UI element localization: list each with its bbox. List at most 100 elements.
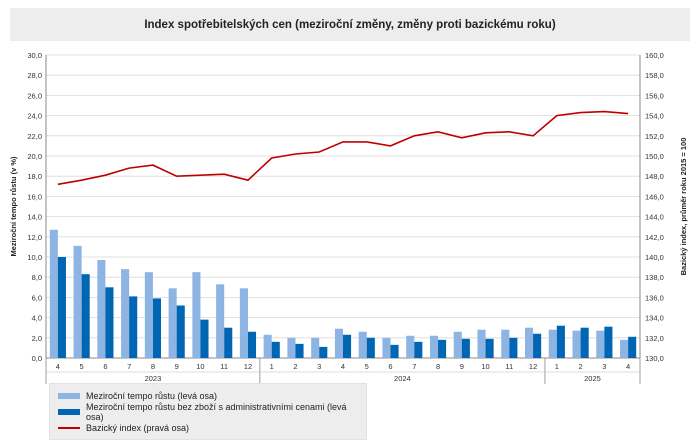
year-label: 2025 (584, 374, 601, 383)
x-tick-label: 8 (151, 362, 155, 371)
bar-total-22 (572, 330, 581, 358)
bar-core-21 (556, 325, 565, 358)
bar-total-16 (429, 335, 439, 358)
legend-label: Meziroční tempo růstu bez zboží s admini… (85, 402, 347, 422)
y-left-tick-label: 16,0 (27, 192, 42, 201)
y-left-tick-label: 0,0 (32, 354, 42, 363)
y-right-tick-label: 134,0 (645, 314, 664, 323)
x-tick-label: 6 (103, 362, 107, 371)
y-left-tick-label: 18,0 (27, 172, 42, 181)
x-tick-label: 1 (270, 362, 274, 371)
bar-core-11 (319, 346, 328, 358)
bar-total-11 (311, 337, 320, 358)
bar-core-20 (533, 333, 542, 358)
bar-core-24 (628, 336, 637, 358)
y-right-axis-title: Bazický index, průměr roku 2015 = 100 (679, 138, 688, 276)
y-right-tick-label: 132,0 (645, 334, 664, 343)
y-left-tick-label: 24,0 (27, 112, 42, 121)
y-right-tick-label: 146,0 (645, 192, 664, 201)
bar-total-4 (144, 272, 153, 358)
y-left-tick-label: 4,0 (32, 314, 42, 323)
y-left-tick-label: 2,0 (32, 334, 42, 343)
y-right-tick-label: 136,0 (645, 293, 664, 302)
x-tick-label: 2 (579, 362, 583, 371)
x-tick-label: 12 (529, 362, 537, 371)
bar-total-19 (501, 329, 510, 358)
x-tick-label: 7 (412, 362, 416, 371)
bar-core-2 (105, 287, 114, 358)
x-tick-label: 9 (175, 362, 179, 371)
y-left-tick-label: 12,0 (27, 233, 42, 242)
y-left-tick-label: 8,0 (32, 273, 42, 282)
x-tick-label: 7 (127, 362, 131, 371)
bar-core-4 (152, 298, 161, 358)
bar-core-8 (247, 331, 257, 358)
y-right-tick-label: 148,0 (645, 172, 664, 181)
y-right-tick-label: 138,0 (645, 273, 664, 282)
bar-core-17 (461, 338, 470, 358)
chart-title: Index spotřebitelských cen (meziroční zm… (144, 18, 556, 31)
bar-core-7 (224, 327, 233, 358)
y-left-tick-label: 28,0 (27, 71, 42, 80)
x-tick-label: 11 (220, 362, 228, 371)
bar-total-13 (358, 331, 367, 358)
bar-total-5 (168, 288, 177, 358)
bar-total-24 (620, 339, 629, 358)
y-right-tick-label: 130,0 (645, 354, 664, 363)
y-right-tick-label: 154,0 (645, 112, 664, 121)
y-left-tick-label: 26,0 (27, 91, 42, 100)
y-left-tick-label: 6,0 (32, 293, 42, 302)
y-left-tick-label: 10,0 (27, 253, 42, 262)
year-label: 2024 (394, 374, 411, 383)
y-right-tick-label: 142,0 (645, 233, 664, 242)
bar-total-2 (97, 260, 106, 358)
x-tick-label: 12 (244, 362, 252, 371)
bar-core-10 (295, 343, 304, 358)
legend-item-line-index: Bazický index (pravá osa) (58, 421, 189, 435)
bar-core-13 (366, 337, 375, 358)
x-tick-label: 3 (602, 362, 606, 371)
x-tick-label: 4 (56, 362, 60, 371)
bar-total-18 (477, 329, 486, 358)
bar-core-9 (271, 341, 280, 358)
y-right-tick-label: 158,0 (645, 71, 664, 80)
bar-total-7 (216, 284, 225, 358)
bar-core-15 (414, 341, 423, 358)
legend-swatch-dark-blue (58, 409, 80, 415)
legend-label: Bazický index (pravá osa) (86, 423, 190, 433)
bar-core-18 (485, 338, 494, 358)
y-left-tick-label: 20,0 (27, 152, 42, 161)
y-right-tick-label: 152,0 (645, 132, 664, 141)
bar-total-17 (453, 331, 462, 358)
bar-core-6 (200, 319, 209, 358)
bar-total-23 (596, 330, 605, 358)
y-right-tick-label: 156,0 (645, 91, 664, 100)
x-tick-label: 10 (196, 362, 204, 371)
bar-total-6 (192, 272, 201, 358)
bar-core-23 (604, 326, 613, 358)
bar-total-9 (263, 334, 272, 358)
bar-total-14 (382, 337, 391, 358)
bar-total-12 (334, 328, 343, 358)
legend: Meziroční tempo růstu (levá osa) Meziroč… (49, 383, 367, 440)
bar-core-22 (580, 327, 589, 358)
bar-total-15 (406, 335, 415, 358)
y-left-tick-label: 30,0 (27, 51, 42, 60)
index-line (57, 110, 629, 186)
x-tick-label: 9 (460, 362, 464, 371)
bar-core-16 (438, 339, 447, 358)
y-right-tick-label: 160,0 (645, 51, 664, 60)
x-tick-label: 5 (365, 362, 369, 371)
x-tick-label: 3 (317, 362, 321, 371)
legend-label: Meziroční tempo růstu (levá osa) (86, 391, 218, 401)
bar-total-8 (239, 288, 248, 358)
bar-total-21 (548, 329, 557, 358)
bar-core-14 (390, 344, 399, 358)
bar-core-19 (509, 337, 518, 358)
legend-swatch-red-line (58, 427, 80, 429)
bar-total-3 (121, 269, 130, 358)
x-tick-label: 2 (293, 362, 297, 371)
x-tick-label: 10 (481, 362, 489, 371)
y-right-tick-label: 140,0 (645, 253, 664, 262)
